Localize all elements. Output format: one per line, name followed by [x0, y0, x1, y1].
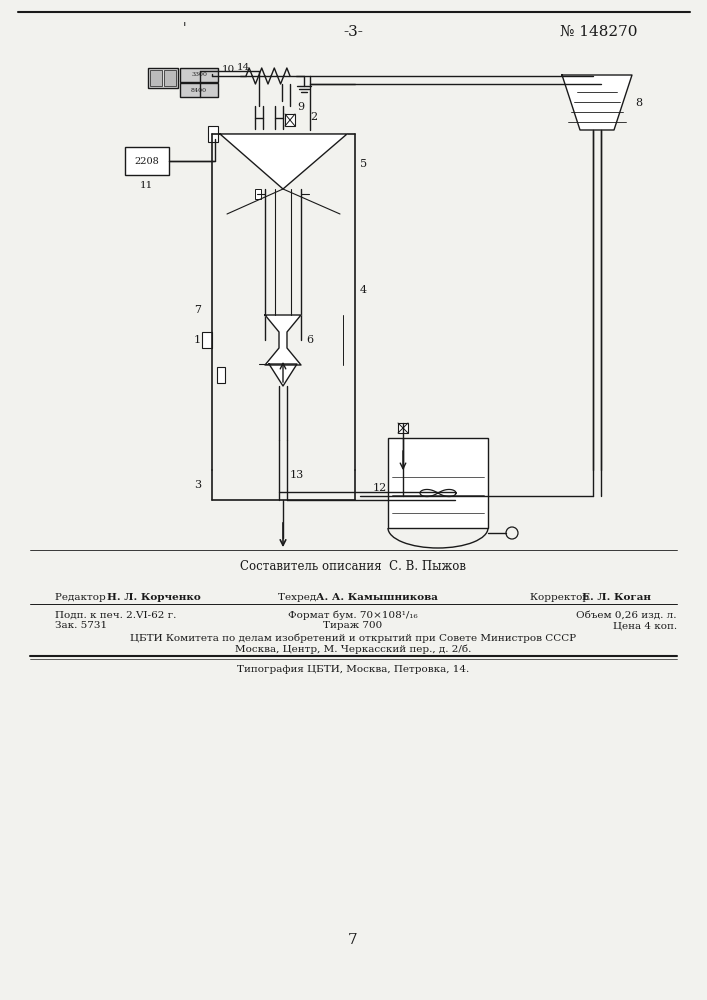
Bar — [217, 367, 225, 383]
Text: ': ' — [183, 21, 187, 34]
Bar — [388, 438, 488, 528]
Bar — [398, 423, 408, 433]
Text: Н. Л. Корченко: Н. Л. Корченко — [107, 592, 201, 601]
Text: Зак. 5731: Зак. 5731 — [55, 621, 107, 631]
Text: 11: 11 — [140, 182, 153, 190]
Text: 2208: 2208 — [134, 156, 159, 165]
Text: 3: 3 — [194, 480, 201, 490]
Bar — [255, 189, 261, 199]
Polygon shape — [562, 75, 632, 130]
Text: Объем 0,26 изд. л.: Объем 0,26 изд. л. — [576, 610, 677, 619]
Text: 2: 2 — [310, 112, 317, 122]
Bar — [150, 70, 162, 86]
Text: Тираж 700: Тираж 700 — [323, 621, 382, 631]
Text: 4: 4 — [360, 285, 367, 295]
Text: 13: 13 — [290, 470, 304, 480]
Text: 3300: 3300 — [191, 73, 207, 78]
Bar — [202, 332, 212, 348]
Text: 10: 10 — [222, 66, 235, 75]
Text: Подп. к печ. 2.VI-62 г.: Подп. к печ. 2.VI-62 г. — [55, 610, 176, 619]
Bar — [285, 114, 295, 126]
Text: -3-: -3- — [343, 25, 363, 39]
Text: 7: 7 — [194, 305, 201, 315]
Text: 8: 8 — [635, 98, 642, 108]
Bar — [180, 83, 218, 97]
Text: Москва, Центр, М. Черкасский пер., д. 2/б.: Москва, Центр, М. Черкасский пер., д. 2/… — [235, 644, 471, 654]
Text: Формат бум. 70×108¹/₁₆: Формат бум. 70×108¹/₁₆ — [288, 610, 418, 620]
Text: Техред: Техред — [278, 592, 320, 601]
Text: 8400: 8400 — [191, 88, 207, 93]
Polygon shape — [265, 315, 301, 365]
Polygon shape — [269, 364, 297, 386]
Bar — [148, 68, 178, 88]
Bar — [180, 68, 218, 82]
Text: Е. Л. Коган: Е. Л. Коган — [582, 592, 651, 601]
Text: Типография ЦБТИ, Москва, Петровка, 14.: Типография ЦБТИ, Москва, Петровка, 14. — [237, 664, 469, 674]
Text: А. А. Камышникова: А. А. Камышникова — [316, 592, 438, 601]
Text: 12: 12 — [373, 483, 387, 493]
Text: № 148270: № 148270 — [560, 25, 638, 39]
Text: 1: 1 — [194, 335, 201, 345]
Text: 7: 7 — [348, 933, 358, 947]
Text: Цена 4 коп.: Цена 4 коп. — [613, 621, 677, 631]
Text: 5: 5 — [360, 159, 367, 169]
Bar — [125, 147, 169, 175]
Text: 14: 14 — [237, 64, 250, 73]
Bar — [208, 126, 218, 142]
Text: 9: 9 — [297, 102, 304, 112]
Bar — [164, 70, 176, 86]
Text: ЦБТИ Комитета по делам изобретений и открытий при Совете Министров СССР: ЦБТИ Комитета по делам изобретений и отк… — [130, 633, 576, 643]
Polygon shape — [220, 134, 347, 189]
Text: Составитель описания  С. В. Пыжов: Составитель описания С. В. Пыжов — [240, 560, 466, 574]
Text: Корректор: Корректор — [530, 592, 592, 601]
Text: 6: 6 — [306, 335, 313, 345]
Text: Редактор: Редактор — [55, 592, 109, 601]
